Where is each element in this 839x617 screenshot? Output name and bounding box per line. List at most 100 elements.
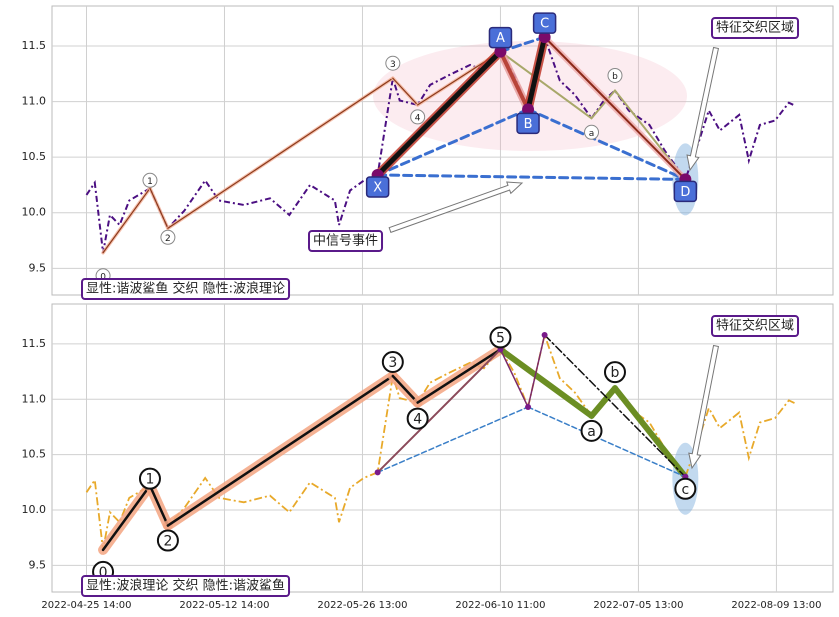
- harmonic-label: C: [540, 17, 549, 32]
- x-tick-label: 2022-04-25 14:00: [41, 600, 131, 611]
- wave-marker: [603, 361, 626, 384]
- wave-line: [167, 77, 394, 229]
- wave-line: [166, 374, 395, 527]
- harmonic-line: [376, 348, 502, 474]
- wave-line: [497, 346, 595, 419]
- harmonic-line: [375, 49, 503, 178]
- wave-label: c: [682, 482, 690, 498]
- wave-marker: [674, 477, 697, 500]
- harmonic-point: [522, 103, 535, 116]
- wave-marker: [607, 67, 623, 83]
- harmonic-line: [527, 334, 546, 408]
- harmonic-line: [527, 406, 687, 478]
- harmonic-point: [374, 469, 381, 476]
- harmonic-line: [543, 36, 687, 181]
- plot-area: [51, 5, 834, 296]
- wave-marker: [381, 351, 404, 373]
- wave-line: [499, 50, 593, 120]
- wave-marker: [406, 407, 429, 430]
- wave-label: a: [589, 129, 595, 139]
- x-tick-label: 2022-07-05 13:00: [593, 600, 683, 611]
- wave-line: [392, 77, 419, 106]
- wave-marker: [160, 229, 176, 245]
- wave-label: 3: [390, 60, 396, 70]
- wave-label: b: [612, 72, 618, 82]
- harmonic-point: [541, 332, 548, 339]
- wave-label: a: [587, 424, 596, 440]
- y-tick-label: 10.5: [22, 150, 47, 163]
- harmonic-label: B: [524, 117, 533, 132]
- wave-marker: [156, 529, 179, 552]
- annotation-box: [711, 17, 800, 39]
- harmonic-line: [498, 49, 531, 112]
- wave-label: 2: [165, 234, 171, 244]
- wave-line: [149, 187, 169, 229]
- annotation-box: [711, 315, 800, 337]
- annotation-box: [308, 230, 384, 252]
- plot-area: [51, 303, 834, 593]
- arrow: [388, 181, 524, 233]
- harmonic-tag: [365, 176, 390, 198]
- wave-line: [391, 374, 419, 404]
- y-tick-label: 10.5: [22, 448, 47, 461]
- wave-line: [416, 348, 502, 404]
- wave-label: 0: [99, 565, 108, 581]
- annotation: 显性:谐波鲨鱼 交织 隐性:波浪理论: [86, 281, 285, 297]
- harmonic-tag: [532, 12, 557, 34]
- harmonic-label: X: [373, 180, 382, 195]
- annotation: 显性:波浪理论 交织 隐性:谐波鲨鱼: [86, 578, 285, 594]
- wave-label: 0: [100, 272, 106, 282]
- harmonic-label: D: [680, 185, 690, 200]
- annotation-box: [81, 278, 291, 300]
- wave-label: b: [611, 365, 620, 381]
- y-tick-label: 11.5: [22, 337, 47, 350]
- wave-line: [102, 187, 151, 254]
- annotation: 特征交织区域: [716, 20, 794, 36]
- harmonic-line: [376, 406, 529, 474]
- wave-line: [611, 385, 689, 480]
- annotation: 特征交织区域: [716, 318, 794, 334]
- x-tick-label: 2022-06-10 11:00: [455, 600, 545, 611]
- harmonic-line: [543, 334, 687, 478]
- wave-marker: [138, 467, 161, 490]
- y-tick-label: 11.0: [22, 392, 47, 405]
- harmonic-line: [526, 107, 687, 181]
- wave-marker: [489, 326, 512, 349]
- wave-marker: [580, 419, 603, 442]
- arrow: [686, 46, 720, 172]
- wave-label: 2: [163, 534, 172, 550]
- harmonic-line: [525, 34, 548, 112]
- harmonic-line: [499, 348, 529, 408]
- harmonic-tag: [488, 26, 513, 49]
- wave-line: [590, 89, 616, 120]
- y-tick-label: 10.0: [22, 503, 47, 516]
- wave-line: [588, 385, 618, 419]
- y-tick-label: 11.0: [22, 95, 47, 108]
- harmonic-line: [376, 173, 687, 181]
- x-tick-label: 2022-05-12 14:00: [179, 600, 269, 611]
- x-tick-label: 2022-05-26 13:00: [317, 600, 407, 611]
- y-tick-label: 9.5: [29, 261, 47, 274]
- y-tick-label: 10.0: [22, 206, 47, 219]
- wave-label: 4: [415, 113, 421, 123]
- harmonic-point: [494, 45, 507, 58]
- harmonic-label: A: [496, 31, 505, 46]
- wave-label: 1: [146, 472, 155, 488]
- y-tick-label: 9.5: [29, 558, 47, 571]
- price-line: [85, 331, 797, 551]
- wave-marker: [410, 109, 426, 125]
- wave-label: 3: [388, 355, 397, 371]
- harmonic-point: [525, 404, 532, 411]
- annotation-box: [81, 575, 291, 597]
- wave-label: 1: [147, 177, 153, 187]
- wave-line: [101, 484, 152, 552]
- harmonic-line: [498, 35, 547, 54]
- harmonic-tag: [673, 180, 698, 203]
- harmonic-point: [538, 31, 551, 44]
- wave-marker: [142, 172, 158, 188]
- harmonic-tag: [516, 112, 540, 135]
- x-tick-label: 2022-08-09 13:00: [731, 600, 821, 611]
- annotation: 中信号事件: [313, 234, 378, 249]
- wave-marker: [385, 55, 401, 71]
